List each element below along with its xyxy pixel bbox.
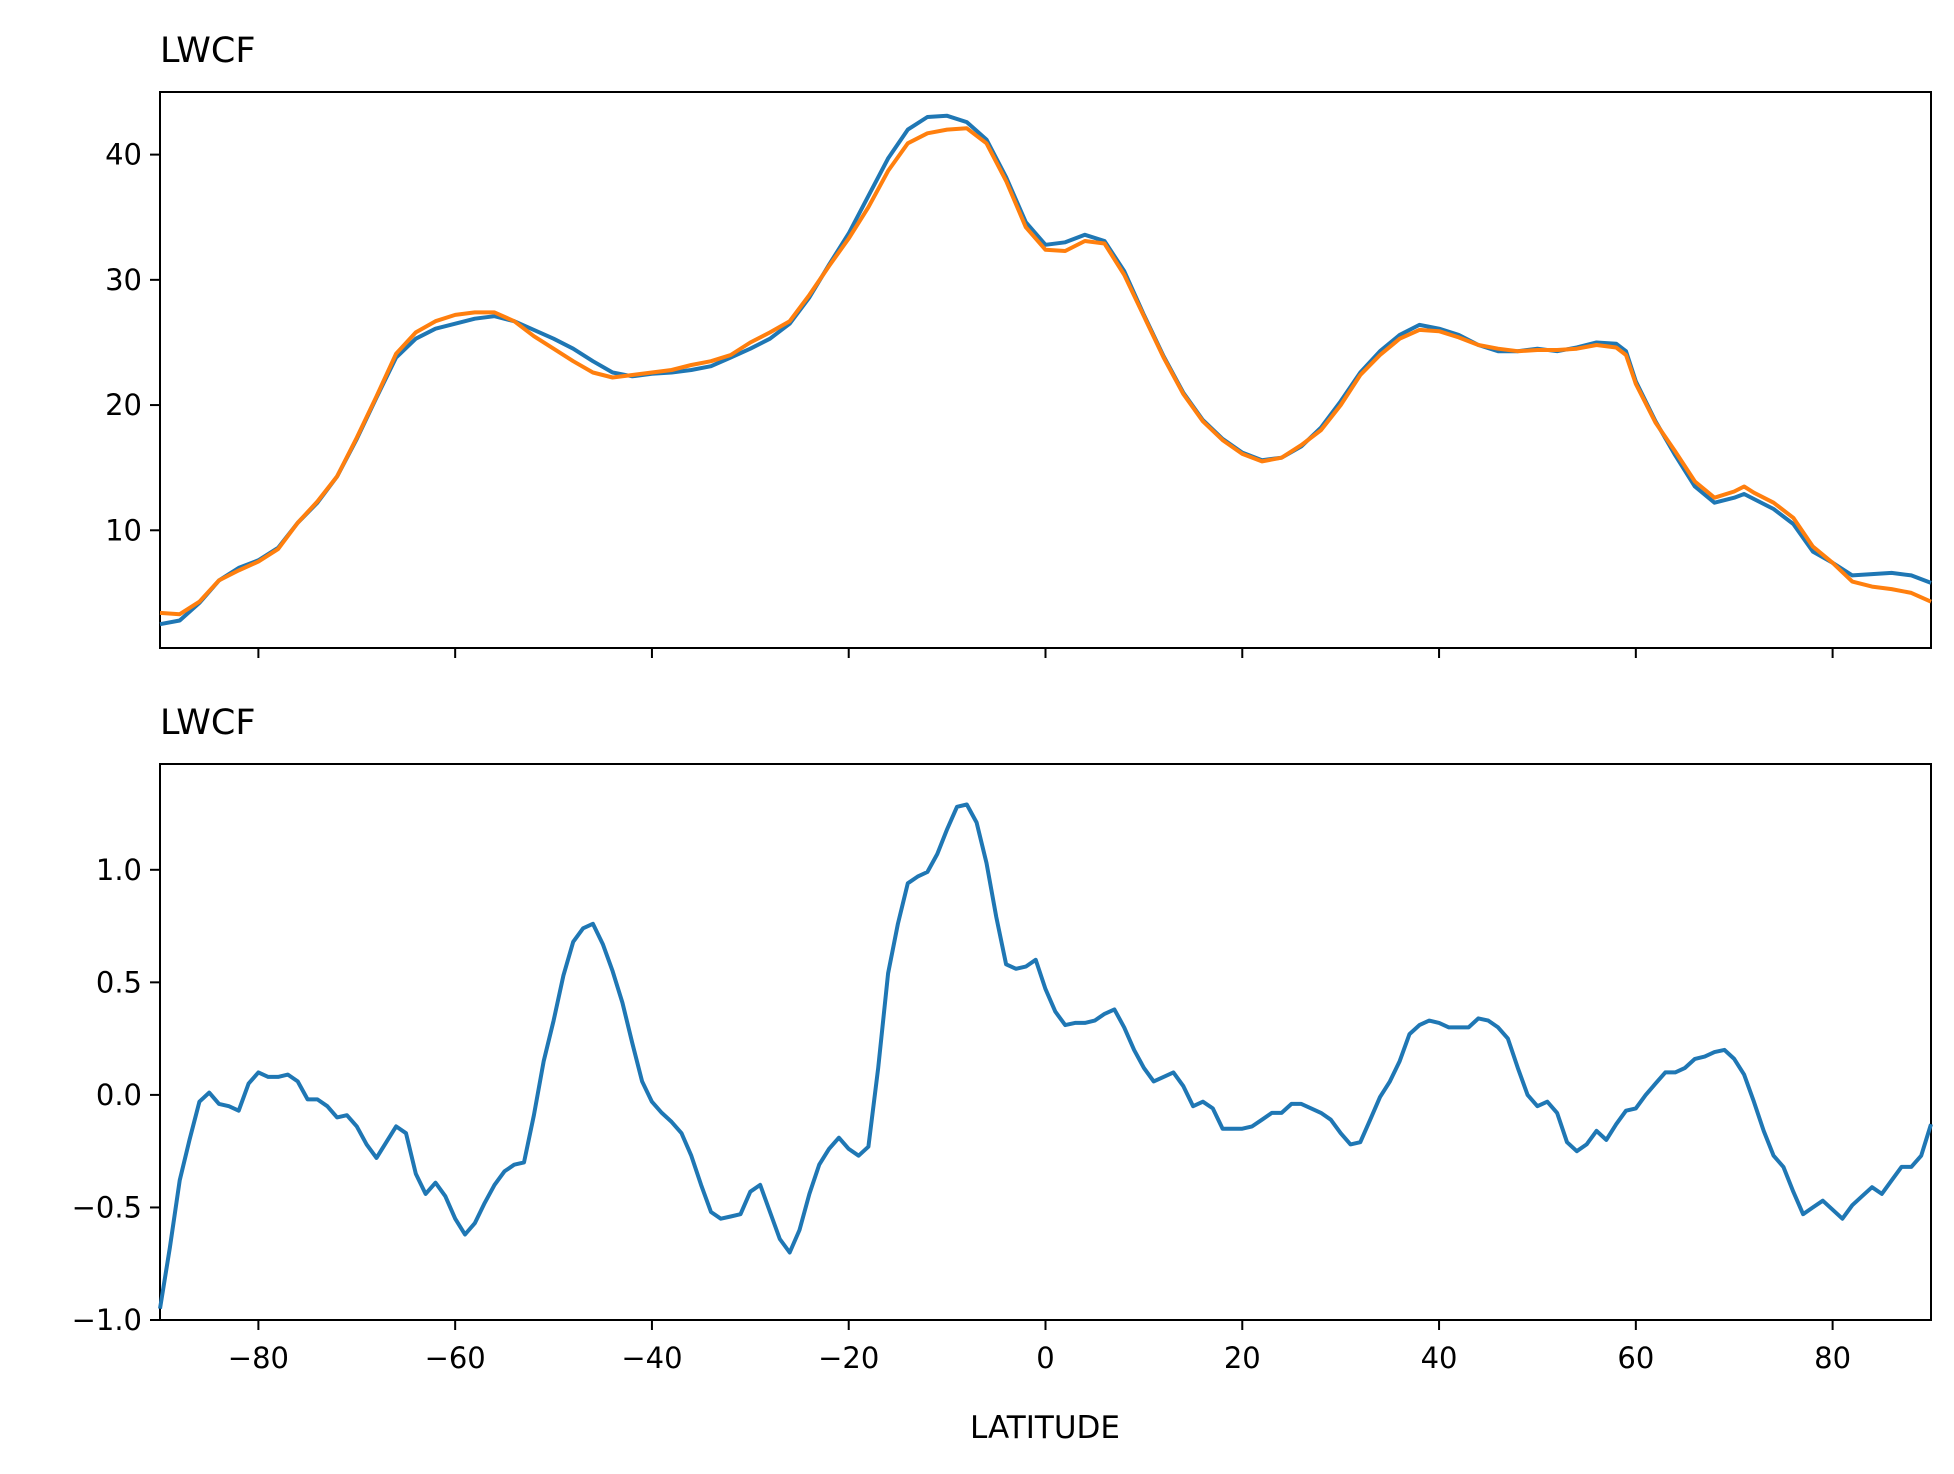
- y-tick-label: 0.5: [96, 965, 142, 999]
- y-tick-label: −1.0: [72, 1303, 142, 1337]
- y-tick-label: −0.5: [72, 1190, 142, 1224]
- y-tick-label: 40: [105, 138, 142, 172]
- y-tick-label: 1.0: [96, 853, 142, 887]
- series-line-top-2: [159, 126, 1932, 617]
- x-tick-label: 20: [1224, 1341, 1261, 1375]
- top-y-axis: 10 20 30 40: [105, 138, 160, 547]
- top-series-layer: [159, 113, 1932, 627]
- y-tick-label: 30: [105, 263, 142, 297]
- top-panel-title: LWCF: [160, 31, 255, 71]
- x-tick-label: −60: [425, 1341, 486, 1375]
- y-tick-label: 0.0: [96, 1078, 142, 1112]
- bottom-panel-title: LWCF: [160, 703, 255, 743]
- bottom-series-layer: [158, 802, 1933, 1310]
- y-tick-label: 10: [105, 513, 142, 547]
- series-line-bottom-1: [158, 802, 1933, 1310]
- x-axis-label: LATITUDE: [970, 1410, 1120, 1446]
- bottom-y-axis: −1.0 −0.5 0.0 0.5 1.0: [72, 853, 160, 1337]
- x-tick-label: 40: [1421, 1341, 1458, 1375]
- top-panel: LWCF 10 20 30 40: [105, 31, 1932, 658]
- x-tick-label: −20: [818, 1341, 879, 1375]
- y-tick-label: 20: [105, 388, 142, 422]
- x-tick-label: 60: [1617, 1341, 1654, 1375]
- x-tick-label: 80: [1814, 1341, 1851, 1375]
- x-tick-label: −40: [621, 1341, 682, 1375]
- x-tick-label: 0: [1036, 1341, 1054, 1375]
- x-tick-label: −80: [228, 1341, 289, 1375]
- bottom-panel: LWCF −1.0 −0.5 0.0 0.5 1.0 −80 −60 −40 −20 0 20 40…: [72, 703, 1933, 1446]
- top-x-axis: [257, 648, 1834, 658]
- bottom-x-axis: −80 −60 −40 −20 0 20 40 60 80: [228, 1320, 1851, 1375]
